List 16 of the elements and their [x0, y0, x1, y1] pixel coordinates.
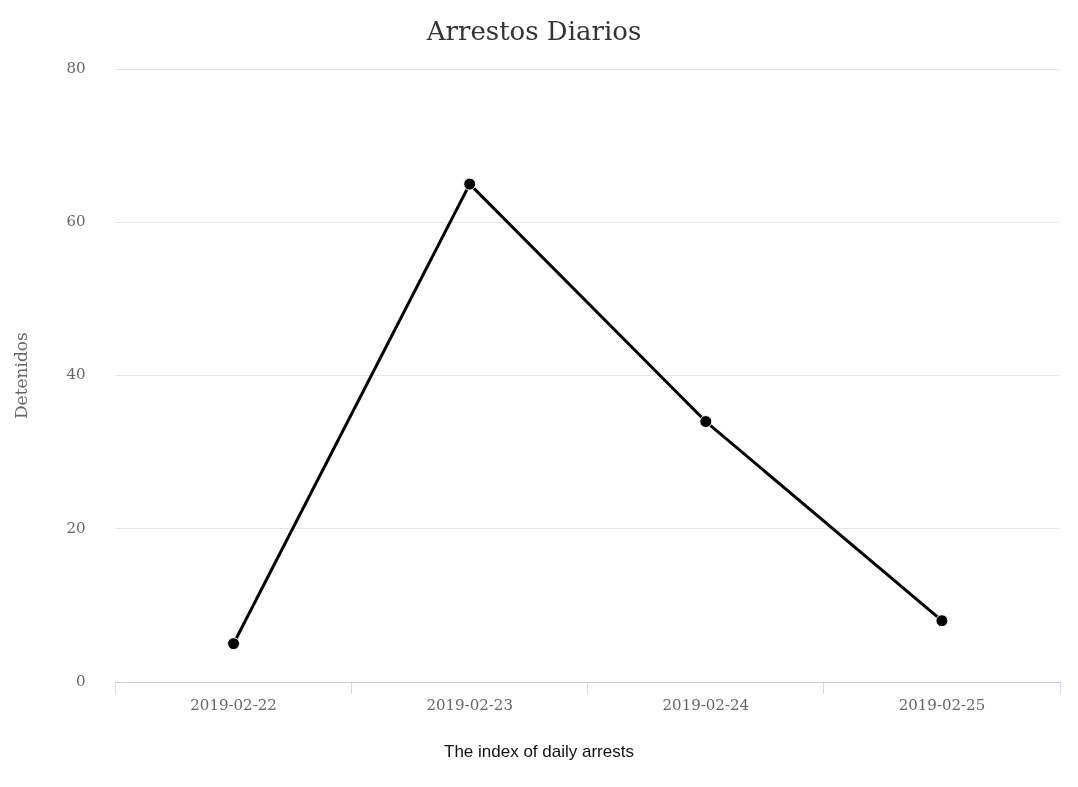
- chart-title: Arrestos Diarios: [425, 16, 642, 47]
- x-tick-label: 2019-02-22: [190, 695, 277, 714]
- point: [935, 614, 949, 628]
- x-tick-label: 2019-02-23: [426, 695, 513, 714]
- y-tick-label: 40: [66, 365, 86, 384]
- point: [227, 637, 241, 651]
- point: [463, 177, 477, 191]
- y-tick-label: 60: [66, 212, 86, 231]
- point: [699, 415, 713, 429]
- y-axis-title: Detenidos: [10, 332, 31, 420]
- y-tick-label: 80: [66, 59, 86, 78]
- x-tick-label: 2019-02-24: [662, 695, 750, 714]
- text: The index of daily arrests: [443, 742, 635, 762]
- x-tick-label: 2019-02-25: [898, 695, 986, 714]
- y-tick-label: 0: [75, 671, 86, 690]
- y-tick-label: 20: [66, 518, 86, 537]
